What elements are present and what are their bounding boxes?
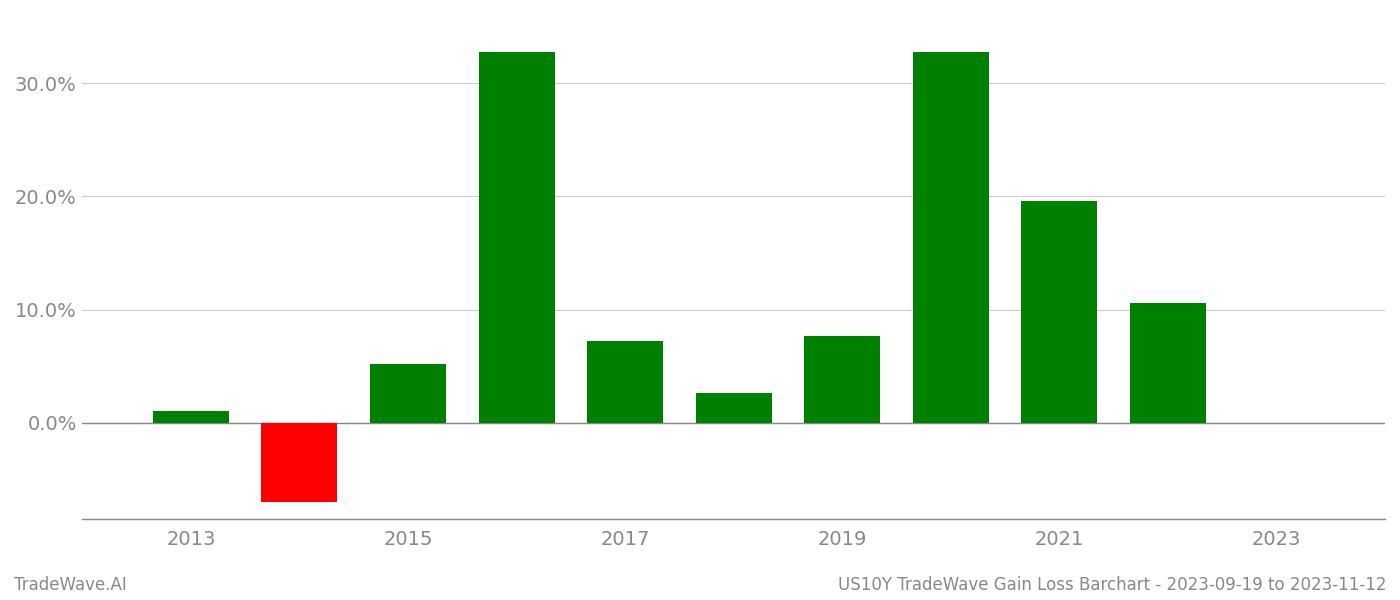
- Bar: [262, 423, 337, 502]
- Bar: [153, 412, 228, 423]
- Text: US10Y TradeWave Gain Loss Barchart - 2023-09-19 to 2023-11-12: US10Y TradeWave Gain Loss Barchart - 202…: [837, 576, 1386, 594]
- Bar: [804, 335, 881, 423]
- Bar: [1130, 303, 1205, 423]
- Bar: [696, 393, 771, 423]
- Text: TradeWave.AI: TradeWave.AI: [14, 576, 127, 594]
- Bar: [587, 341, 664, 423]
- Bar: [479, 52, 554, 423]
- Bar: [913, 52, 988, 423]
- Bar: [370, 364, 447, 423]
- Bar: [1022, 201, 1098, 423]
